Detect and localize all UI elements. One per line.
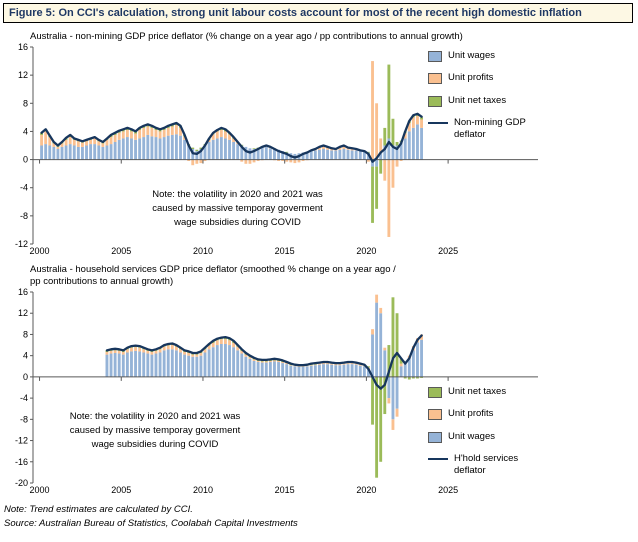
- unit-profits-color-swatch: [428, 409, 442, 421]
- legend-label-non-mining-gdp-deflator: Non-mining GDP deflator: [454, 117, 526, 141]
- svg-text:-16: -16: [15, 457, 28, 467]
- footer-source: Source: Australian Bureau of Statistics,…: [4, 518, 298, 529]
- legend-item-unit-wages: Unit wages: [428, 431, 536, 443]
- deflator-line: [40, 112, 423, 163]
- svg-text:2005: 2005: [111, 246, 131, 256]
- svg-text:2000: 2000: [30, 485, 50, 495]
- svg-text:-8: -8: [20, 211, 28, 221]
- svg-text:-4: -4: [20, 183, 28, 193]
- legend-item-unit-wages: Unit wages: [428, 50, 536, 62]
- legend-item-unit-profits: Unit profits: [428, 408, 536, 421]
- non-mining-gdp-deflator-line-swatch: [428, 122, 448, 125]
- svg-text:-12: -12: [15, 239, 28, 249]
- bottom-chart-subtitle: Australia - household services GDP price…: [30, 264, 396, 287]
- svg-text:2025: 2025: [438, 485, 458, 495]
- bottom-chart-note: Note: the volatility in 2020 and 2021 wa…: [69, 411, 241, 450]
- legend-label-unit-profits: Unit profits: [448, 408, 494, 420]
- figure-title: Figure 5: On CCI's calculation, strong u…: [3, 3, 633, 23]
- x-axis-labels: 2000 2005 2010 2015 2020 2025: [30, 485, 459, 495]
- deflator-line: [105, 334, 423, 390]
- svg-text:0: 0: [23, 372, 28, 382]
- svg-text:-12: -12: [15, 436, 28, 446]
- top-chart-note: Note: the volatility in 2020 and 2021 wa…: [152, 189, 323, 228]
- svg-text:8: 8: [23, 98, 28, 108]
- top-chart-subtitle: Australia - non-mining GDP price deflato…: [30, 31, 463, 42]
- svg-text:-8: -8: [20, 414, 28, 424]
- legend-item-h-hold-services-deflator: H'hold services deflator: [428, 453, 536, 478]
- legend-label-unit-wages: Unit wages: [448, 50, 495, 61]
- svg-text:2015: 2015: [275, 246, 295, 256]
- footer-note: Note: Trend estimates are calculated by …: [4, 504, 193, 515]
- legend-item-non-mining-gdp-deflator: Non-mining GDP deflator: [428, 117, 536, 142]
- legend-item-unit-net-taxes: Unit net taxes: [428, 386, 536, 398]
- y-axis: 16 12 8 4 0 -4 -8 -12: [15, 42, 34, 249]
- svg-text:2020: 2020: [356, 485, 376, 495]
- legend-label-unit-wages: Unit wages: [448, 430, 495, 442]
- svg-text:4: 4: [23, 351, 28, 361]
- legend-label-h-hold-services-deflator: H'hold services deflator: [454, 453, 519, 477]
- svg-text:12: 12: [18, 70, 28, 80]
- unit-wages-color-swatch: [428, 51, 442, 62]
- legend-label-unit-net-taxes: Unit net taxes: [448, 94, 507, 106]
- svg-text:12: 12: [18, 308, 28, 318]
- y-axis: 16 12 8 4 0 -4 -8 -12 -16 -20: [15, 288, 34, 488]
- svg-text:-20: -20: [15, 478, 28, 488]
- legend-item-unit-profits: Unit profits: [428, 72, 536, 85]
- svg-text:2015: 2015: [275, 485, 295, 495]
- unit-net-taxes-color-swatch: [428, 95, 442, 107]
- bottom-chart-legend: Unit net taxes Unit profits Unit wages H'ho…: [428, 386, 536, 488]
- svg-text:2005: 2005: [111, 485, 131, 495]
- legend-item-unit-net-taxes: Unit net taxes: [428, 95, 536, 107]
- svg-text:2000: 2000: [30, 246, 50, 256]
- top-chart-legend: Unit wages Unit profits Unit net taxes Non-…: [428, 50, 536, 152]
- unit-profits-color-swatch: [428, 73, 442, 85]
- unit-wages-color-swatch: [428, 431, 442, 443]
- svg-text:16: 16: [18, 42, 28, 52]
- svg-text:8: 8: [23, 329, 28, 339]
- x-axis-labels: 2000 2005 2010 2015 2020 2025: [30, 246, 459, 256]
- svg-text:4: 4: [23, 126, 28, 136]
- svg-text:2020: 2020: [356, 246, 376, 256]
- svg-text:2010: 2010: [193, 485, 213, 495]
- legend-label-unit-net-taxes: Unit net taxes: [448, 386, 507, 397]
- svg-text:2025: 2025: [438, 246, 458, 256]
- svg-text:16: 16: [18, 288, 28, 297]
- svg-text:-4: -4: [20, 393, 28, 403]
- svg-text:2010: 2010: [193, 246, 213, 256]
- legend-label-unit-profits: Unit profits: [448, 72, 494, 84]
- unit-net-taxes-color-swatch: [428, 387, 442, 398]
- svg-text:0: 0: [23, 155, 28, 165]
- h-hold-services-deflator-line-swatch: [428, 458, 448, 461]
